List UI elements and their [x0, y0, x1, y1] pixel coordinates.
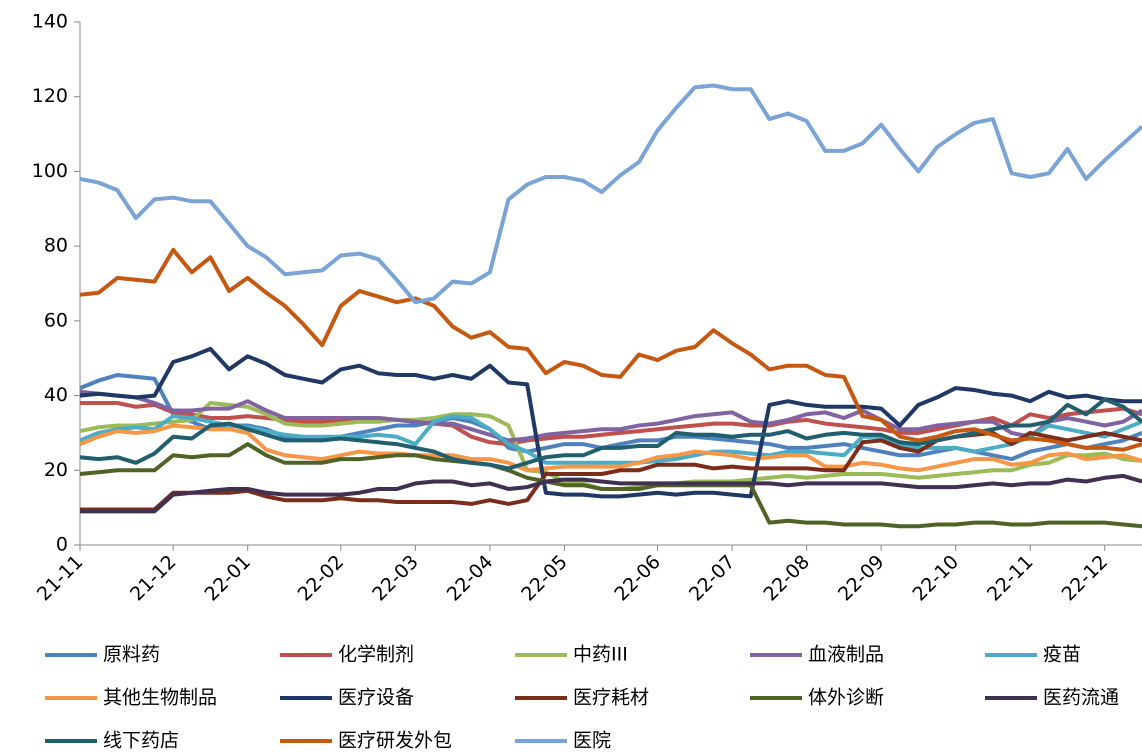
y-tick-label: 60: [44, 309, 68, 331]
plot-area: [79, 83, 1142, 529]
series-line: [79, 442, 1142, 529]
series-line: [79, 414, 1142, 465]
x-tick-label: 22-05: [517, 551, 572, 606]
legend-label: 其他生物制品: [103, 687, 217, 709]
series-line: [79, 83, 1142, 305]
x-tick-label: 22-08: [759, 551, 814, 606]
legend-label: 线下药店: [103, 730, 179, 752]
legend-label: 化学制剂: [338, 644, 414, 666]
x-tick-label: 22-01: [201, 551, 256, 606]
y-tick-label: 0: [56, 534, 68, 556]
legend-label: 血液制品: [808, 644, 884, 666]
x-tick-label: 22-12: [1058, 551, 1113, 606]
legend-label: 疫苗: [1043, 644, 1081, 666]
series-line: [80, 473, 1142, 514]
legend-label: 医疗研发外包: [338, 730, 452, 752]
x-tick-label: 22-02: [294, 551, 349, 606]
x-tick-label: 22-10: [909, 551, 964, 606]
legend-label: 医院: [573, 730, 611, 752]
series-line: [79, 247, 1142, 452]
y-tick-label: 40: [44, 384, 68, 406]
series-line: [79, 346, 1142, 499]
x-tick-label: 22-07: [685, 551, 740, 606]
series-line: [79, 423, 1142, 473]
x-tick-label: 22-03: [368, 551, 423, 606]
x-tick-label: 21-11: [33, 551, 88, 606]
y-tick-label: 80: [44, 235, 68, 257]
x-tick-label: 22-04: [443, 551, 498, 606]
x-tick-label: 21-12: [126, 551, 181, 606]
y-tick-label: 20: [44, 459, 68, 481]
legend-label: 体外诊断: [808, 687, 884, 709]
y-tick-label: 140: [32, 11, 68, 33]
legend-label: 医疗耗材: [573, 687, 649, 709]
legend-label: 原料药: [103, 644, 160, 666]
series-line: [79, 389, 1142, 443]
legend-label: 中药III: [573, 644, 628, 666]
x-tick-label: 22-09: [834, 551, 889, 606]
y-tick-label: 120: [32, 85, 68, 107]
legend-label: 医药流通: [1043, 687, 1119, 709]
series-line: [79, 397, 1142, 471]
x-tick-label: 22-06: [610, 551, 665, 606]
y-tick-label: 100: [32, 160, 68, 182]
legend-label: 医疗设备: [338, 687, 414, 709]
x-tick-label: 22-11: [983, 551, 1038, 606]
